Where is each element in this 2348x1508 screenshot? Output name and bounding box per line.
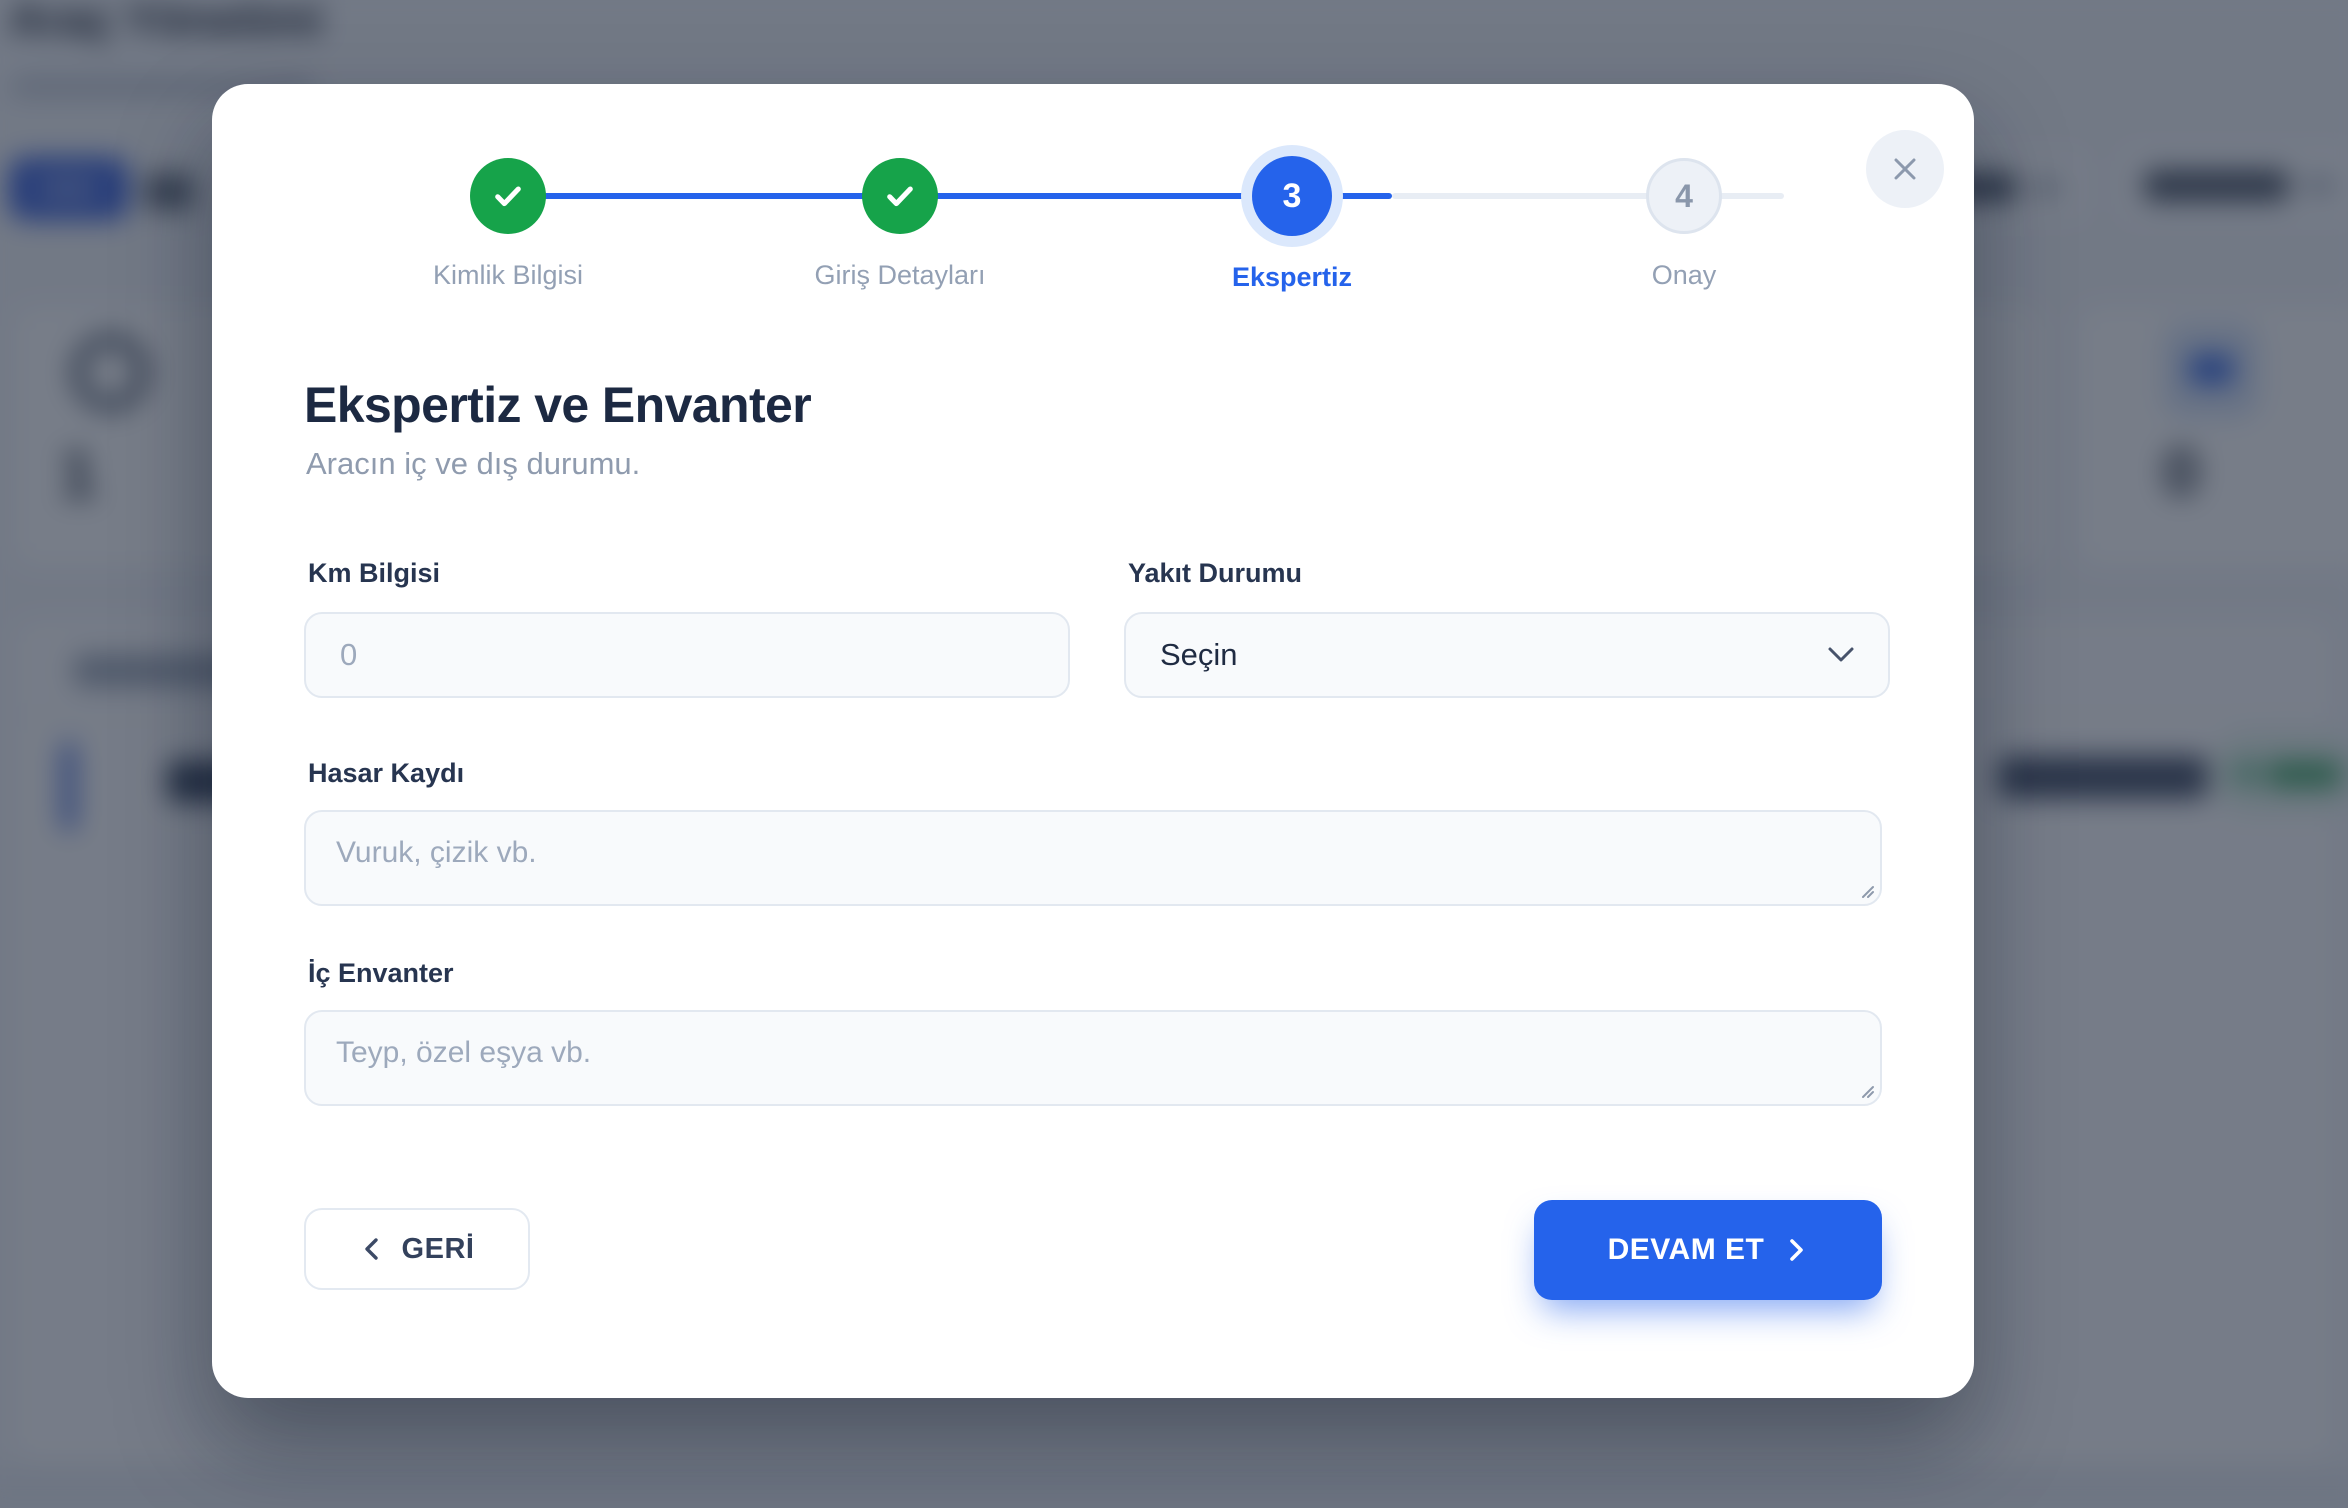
continue-button[interactable]: DEVAM ET	[1534, 1200, 1882, 1300]
stepper-connector-done	[508, 193, 1392, 199]
back-button[interactable]: GERİ	[304, 1208, 530, 1290]
step-upcoming-circle: 4	[1646, 158, 1722, 234]
step-done-circle	[862, 158, 938, 234]
step-label: Giriş Detayları	[814, 260, 986, 290]
modal-title: Ekspertiz ve Envanter	[304, 377, 812, 433]
check-icon	[887, 186, 913, 207]
inventory-textarea-wrap	[304, 1010, 1882, 1106]
modal-subtitle: Aracın iç ve dış durumu.	[306, 446, 641, 481]
inventory-label: İç Envanter	[308, 958, 454, 988]
step-label: Kimlik Bilgisi	[432, 260, 584, 290]
stepper-step-kimlik-bilgisi[interactable]: Kimlik Bilgisi	[312, 124, 704, 291]
damage-textarea-wrap	[304, 810, 1882, 906]
wizard-stepper: Kimlik Bilgisi Giriş Detayları 3 Ekspert…	[312, 124, 1880, 304]
km-input[interactable]	[304, 612, 1070, 698]
damage-textarea[interactable]	[304, 810, 1882, 906]
close-icon	[1894, 158, 1916, 180]
inventory-textarea[interactable]	[304, 1010, 1882, 1106]
km-label: Km Bilgisi	[308, 558, 441, 588]
chevron-left-icon	[364, 1238, 378, 1260]
fuel-select[interactable]: Seçin	[1124, 612, 1890, 698]
close-button[interactable]	[1866, 130, 1944, 208]
stepper-step-ekspertiz[interactable]: 3 Ekspertiz	[1096, 124, 1488, 293]
stepper-connector-upcoming	[1392, 193, 1784, 199]
stepper-step-onay[interactable]: 4 Onay	[1488, 124, 1880, 291]
continue-button-label: DEVAM ET	[1607, 1233, 1765, 1266]
back-button-label: GERİ	[401, 1232, 475, 1265]
check-icon	[495, 186, 521, 207]
step-active-circle: 3	[1252, 156, 1332, 236]
damage-label: Hasar Kaydı	[308, 758, 465, 788]
fuel-label: Yakıt Durumu	[1128, 558, 1303, 588]
step-done-circle	[470, 158, 546, 234]
chevron-down-icon	[1828, 647, 1854, 662]
chevron-right-icon	[1790, 1239, 1804, 1261]
stepper-step-giris-detaylari[interactable]: Giriş Detayları	[704, 124, 1096, 291]
fuel-select-value: Seçin	[1160, 637, 1238, 672]
step-label: Ekspertiz	[1231, 262, 1353, 292]
step-label: Onay	[1651, 260, 1717, 290]
vehicle-wizard-modal: Kimlik Bilgisi Giriş Detayları 3 Ekspert…	[212, 84, 1974, 1398]
